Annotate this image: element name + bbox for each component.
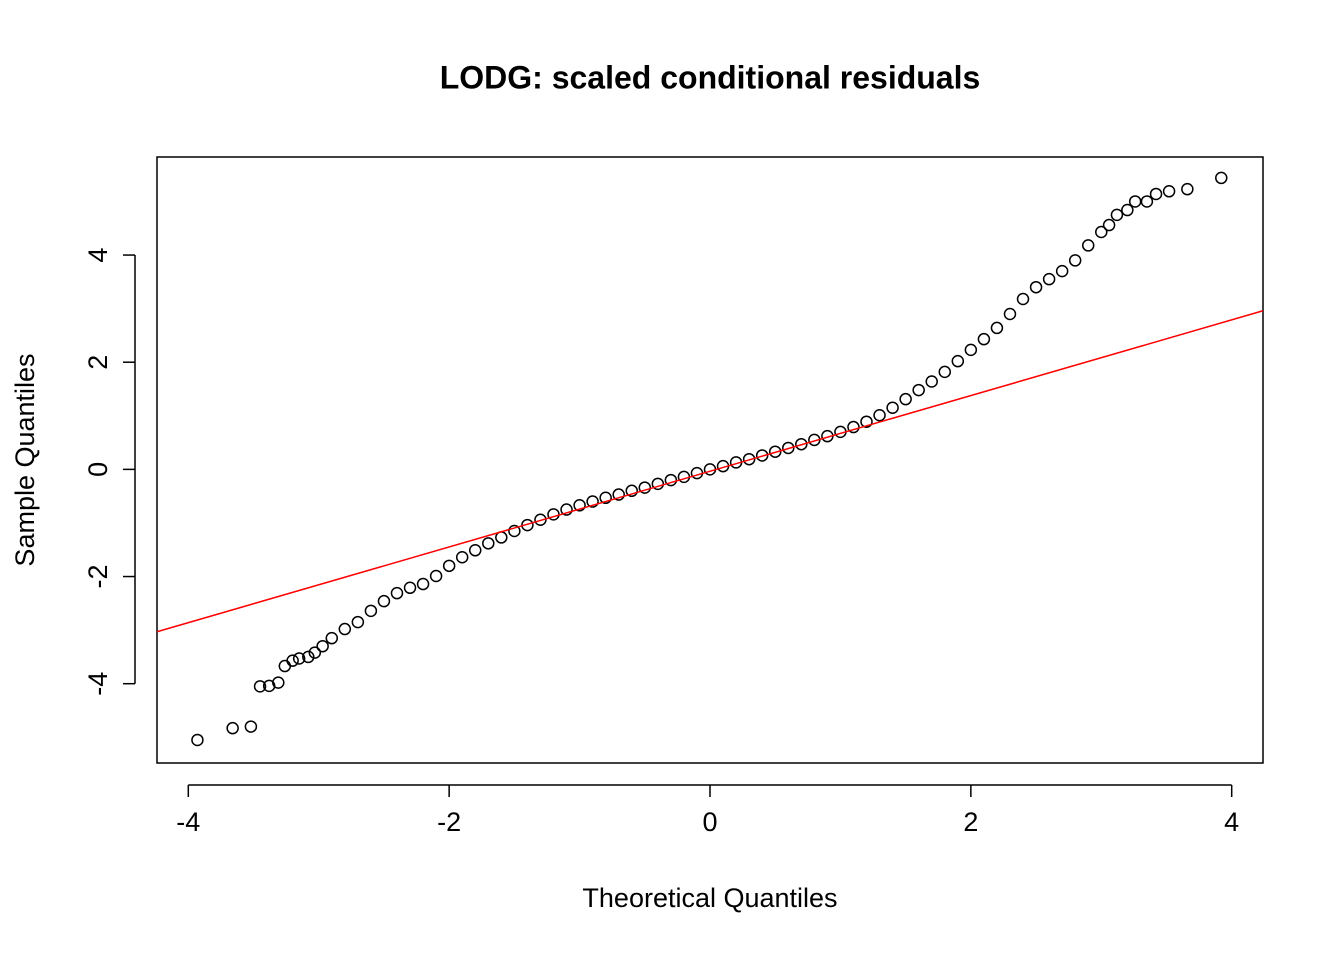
point: [191, 733, 204, 747]
point: [364, 604, 378, 618]
point: [1081, 239, 1095, 252]
point: [226, 721, 239, 735]
reference-line: [156, 310, 1264, 633]
point: [1121, 203, 1134, 217]
point: [1095, 225, 1108, 239]
x-tick-label: -2: [437, 807, 461, 837]
point: [1215, 171, 1228, 185]
point: [1181, 182, 1194, 196]
point: [1068, 254, 1082, 267]
point: [377, 594, 391, 608]
point: [925, 375, 938, 388]
point: [886, 401, 899, 415]
point: [390, 586, 404, 600]
point: [612, 488, 625, 501]
point: [573, 499, 586, 512]
point: [1140, 195, 1154, 208]
point: [292, 652, 306, 665]
point: [651, 477, 665, 491]
point: [278, 659, 292, 673]
point: [468, 544, 482, 557]
point: [912, 383, 925, 397]
point: [873, 409, 886, 422]
point: [586, 495, 599, 508]
point: [899, 392, 912, 406]
point: [782, 441, 795, 455]
point: [1149, 187, 1163, 201]
point: [860, 415, 873, 428]
point: [302, 650, 315, 664]
y-tick-label: -4: [83, 672, 113, 696]
point: [455, 550, 469, 564]
point: [253, 680, 267, 693]
point: [325, 631, 339, 645]
y-tick-label: 2: [83, 355, 113, 370]
point: [482, 537, 495, 550]
plot-frame: [156, 156, 1264, 764]
chart-title: LODG: scaled conditional residuals: [440, 59, 981, 95]
point: [664, 473, 678, 487]
point: [964, 343, 978, 357]
point: [508, 524, 521, 538]
point: [244, 720, 258, 733]
y-tick-label: -2: [83, 565, 113, 589]
point: [308, 646, 322, 659]
x-tick-label: -4: [176, 807, 200, 837]
point: [1042, 272, 1056, 286]
x-axis-label: Theoretical Quantiles: [582, 883, 837, 913]
point: [1016, 292, 1030, 306]
point: [742, 452, 756, 466]
point: [847, 420, 860, 434]
point: [338, 622, 352, 636]
point: [599, 491, 612, 505]
point: [403, 581, 417, 595]
point: [534, 513, 547, 526]
point: [286, 654, 299, 667]
point: [316, 639, 329, 653]
point: [1162, 185, 1176, 198]
point: [990, 321, 1004, 335]
point: [755, 449, 769, 462]
point: [442, 559, 456, 573]
y-tick-label: 4: [83, 248, 113, 263]
point: [795, 437, 808, 451]
point: [416, 577, 430, 591]
point: [977, 332, 991, 346]
point: [638, 481, 652, 494]
x-tick-label: 2: [963, 807, 978, 837]
point: [1055, 264, 1069, 278]
point: [768, 445, 782, 458]
point: [690, 466, 704, 480]
point: [951, 354, 965, 368]
point: [625, 484, 638, 498]
point: [677, 470, 691, 484]
point: [429, 569, 443, 583]
point: [272, 676, 285, 689]
point: [351, 615, 365, 629]
y-axis-label: Sample Quantiles: [10, 353, 40, 566]
point: [1110, 208, 1124, 222]
x-tick-label: 4: [1224, 807, 1239, 837]
point: [938, 365, 952, 379]
point: [1029, 280, 1043, 294]
x-tick-label: 0: [702, 807, 717, 837]
y-tick-label: 0: [83, 462, 113, 477]
point: [1003, 307, 1017, 321]
point: [560, 503, 573, 516]
point: [1102, 218, 1116, 232]
point: [1128, 195, 1142, 208]
